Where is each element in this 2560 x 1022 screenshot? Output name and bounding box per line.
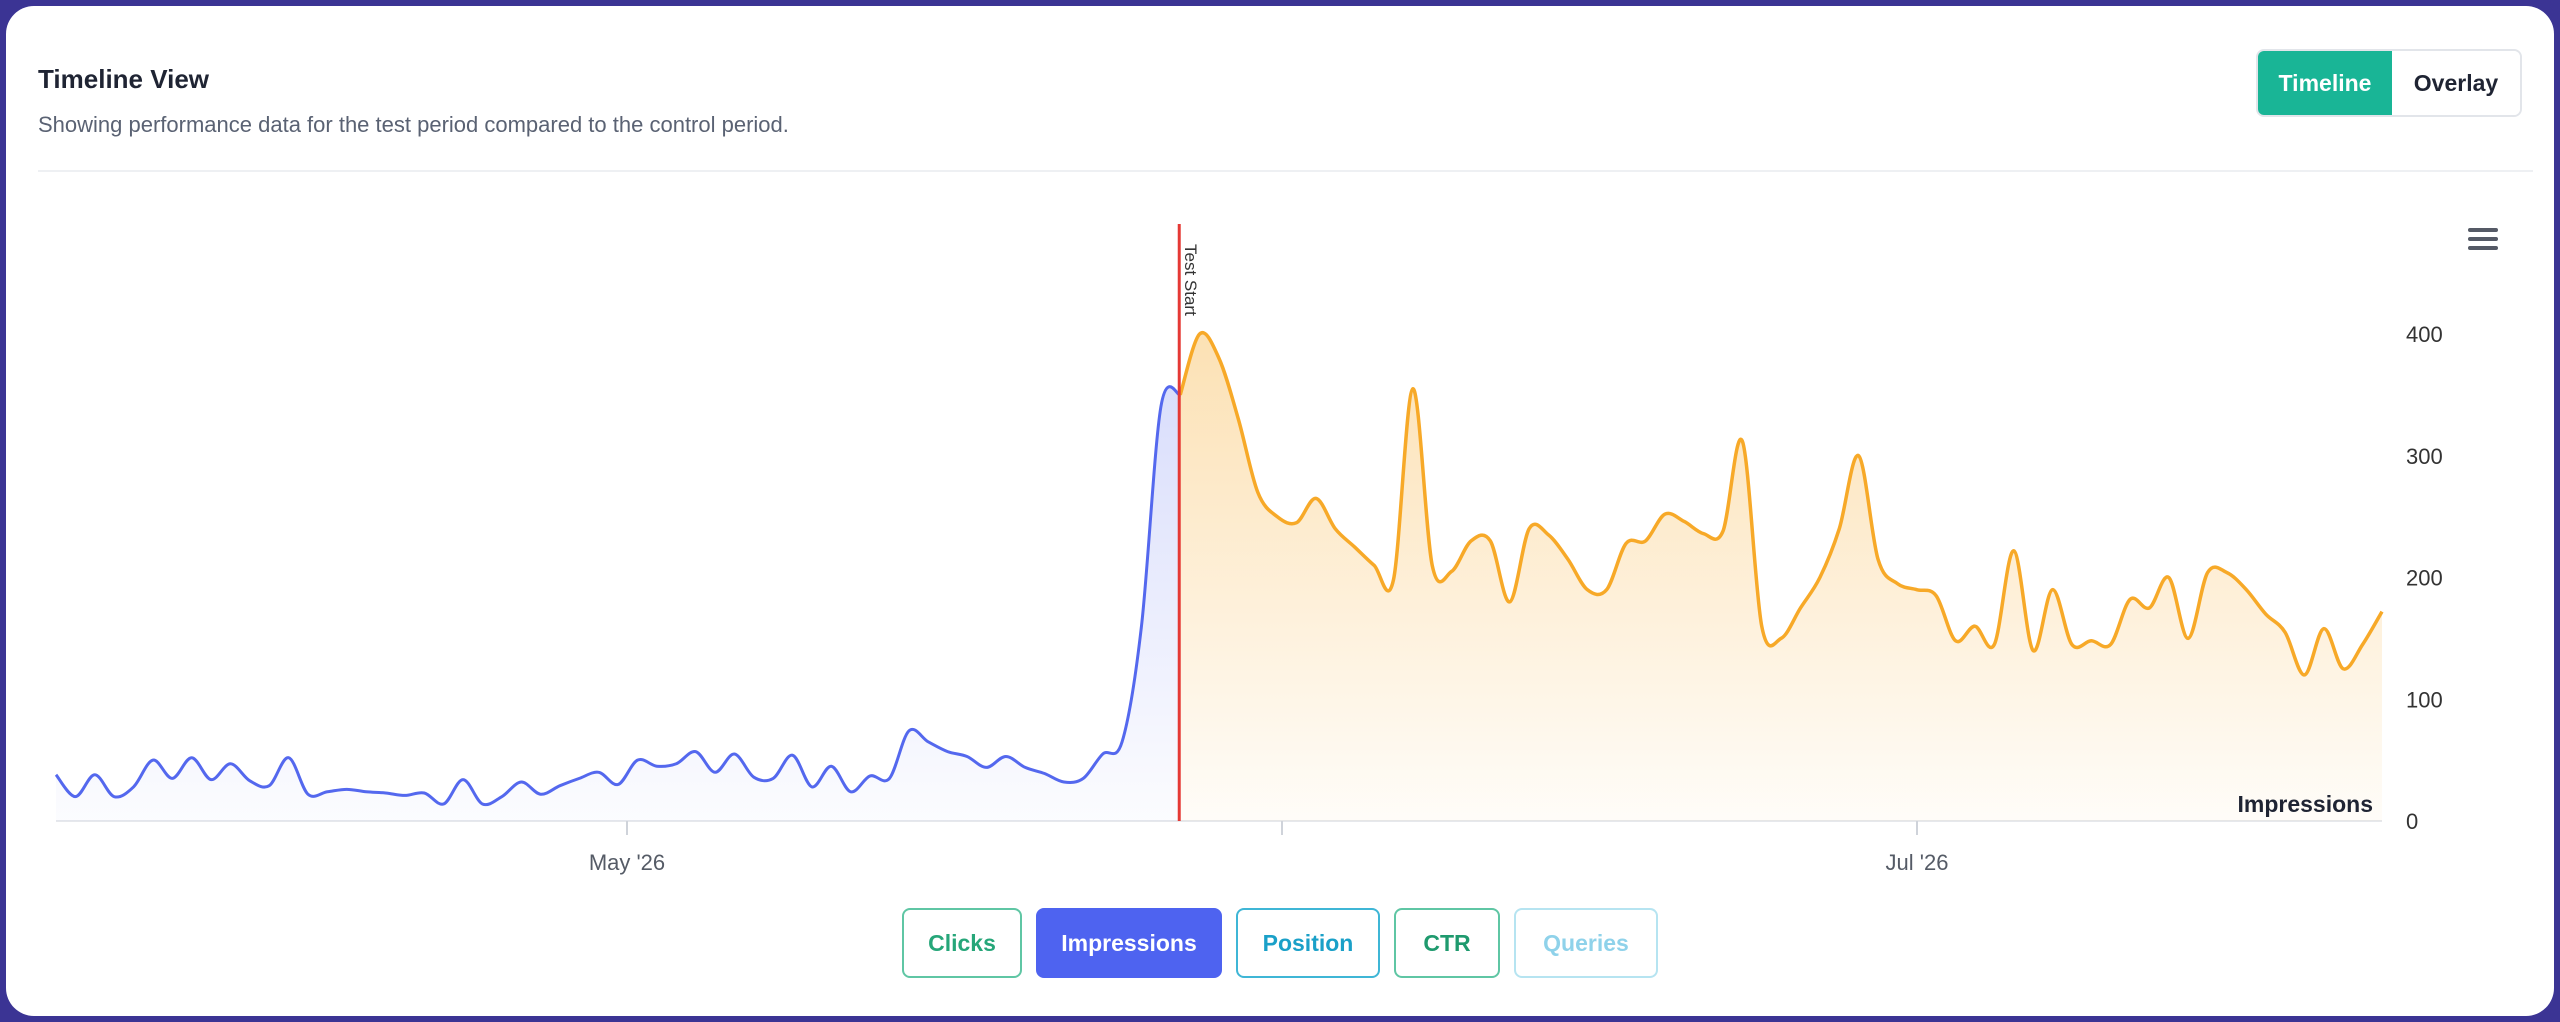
y-tick-label: 400 (2406, 322, 2443, 347)
impressions-metric-button[interactable]: Impressions (1036, 908, 1222, 978)
test-start-label: Test Start (1181, 244, 1200, 316)
y-tick-label: 300 (2406, 444, 2443, 469)
x-tick-label: Jul '26 (1886, 850, 1949, 875)
header-divider (38, 170, 2533, 172)
page-subtitle: Showing performance data for the test pe… (38, 112, 789, 137)
control-area (56, 386, 1181, 821)
test-series-line (1178, 330, 2384, 677)
metric-selector: Clicks Impressions Position CTR Queries (0, 908, 2560, 978)
control-series-line (54, 385, 1182, 807)
view-toggle: Timeline Overlay (2256, 49, 2522, 117)
position-metric-button[interactable]: Position (1236, 908, 1380, 978)
test-area (1180, 332, 2382, 821)
timeline-view-button[interactable]: Timeline (2258, 51, 2392, 115)
ctr-metric-button[interactable]: CTR (1394, 908, 1500, 978)
timeline-card: Timeline View Showing performance data f… (6, 6, 2554, 1016)
x-tick-label: May '26 (589, 850, 665, 875)
y-tick-label: 100 (2406, 687, 2443, 712)
y-tick-label: 0 (2406, 809, 2418, 834)
impressions-chart: Test Start 0 100 200 300 400 Impressions May '… (54, 224, 2443, 875)
y-tick-label: 200 (2406, 566, 2443, 591)
clicks-metric-button[interactable]: Clicks (902, 908, 1022, 978)
y-axis-title: Impressions (2238, 791, 2374, 817)
queries-metric-button[interactable]: Queries (1514, 908, 1658, 978)
overlay-view-button[interactable]: Overlay (2392, 51, 2520, 115)
page-title: Timeline View (38, 64, 210, 94)
hamburger-menu-icon[interactable] (2468, 228, 2498, 252)
